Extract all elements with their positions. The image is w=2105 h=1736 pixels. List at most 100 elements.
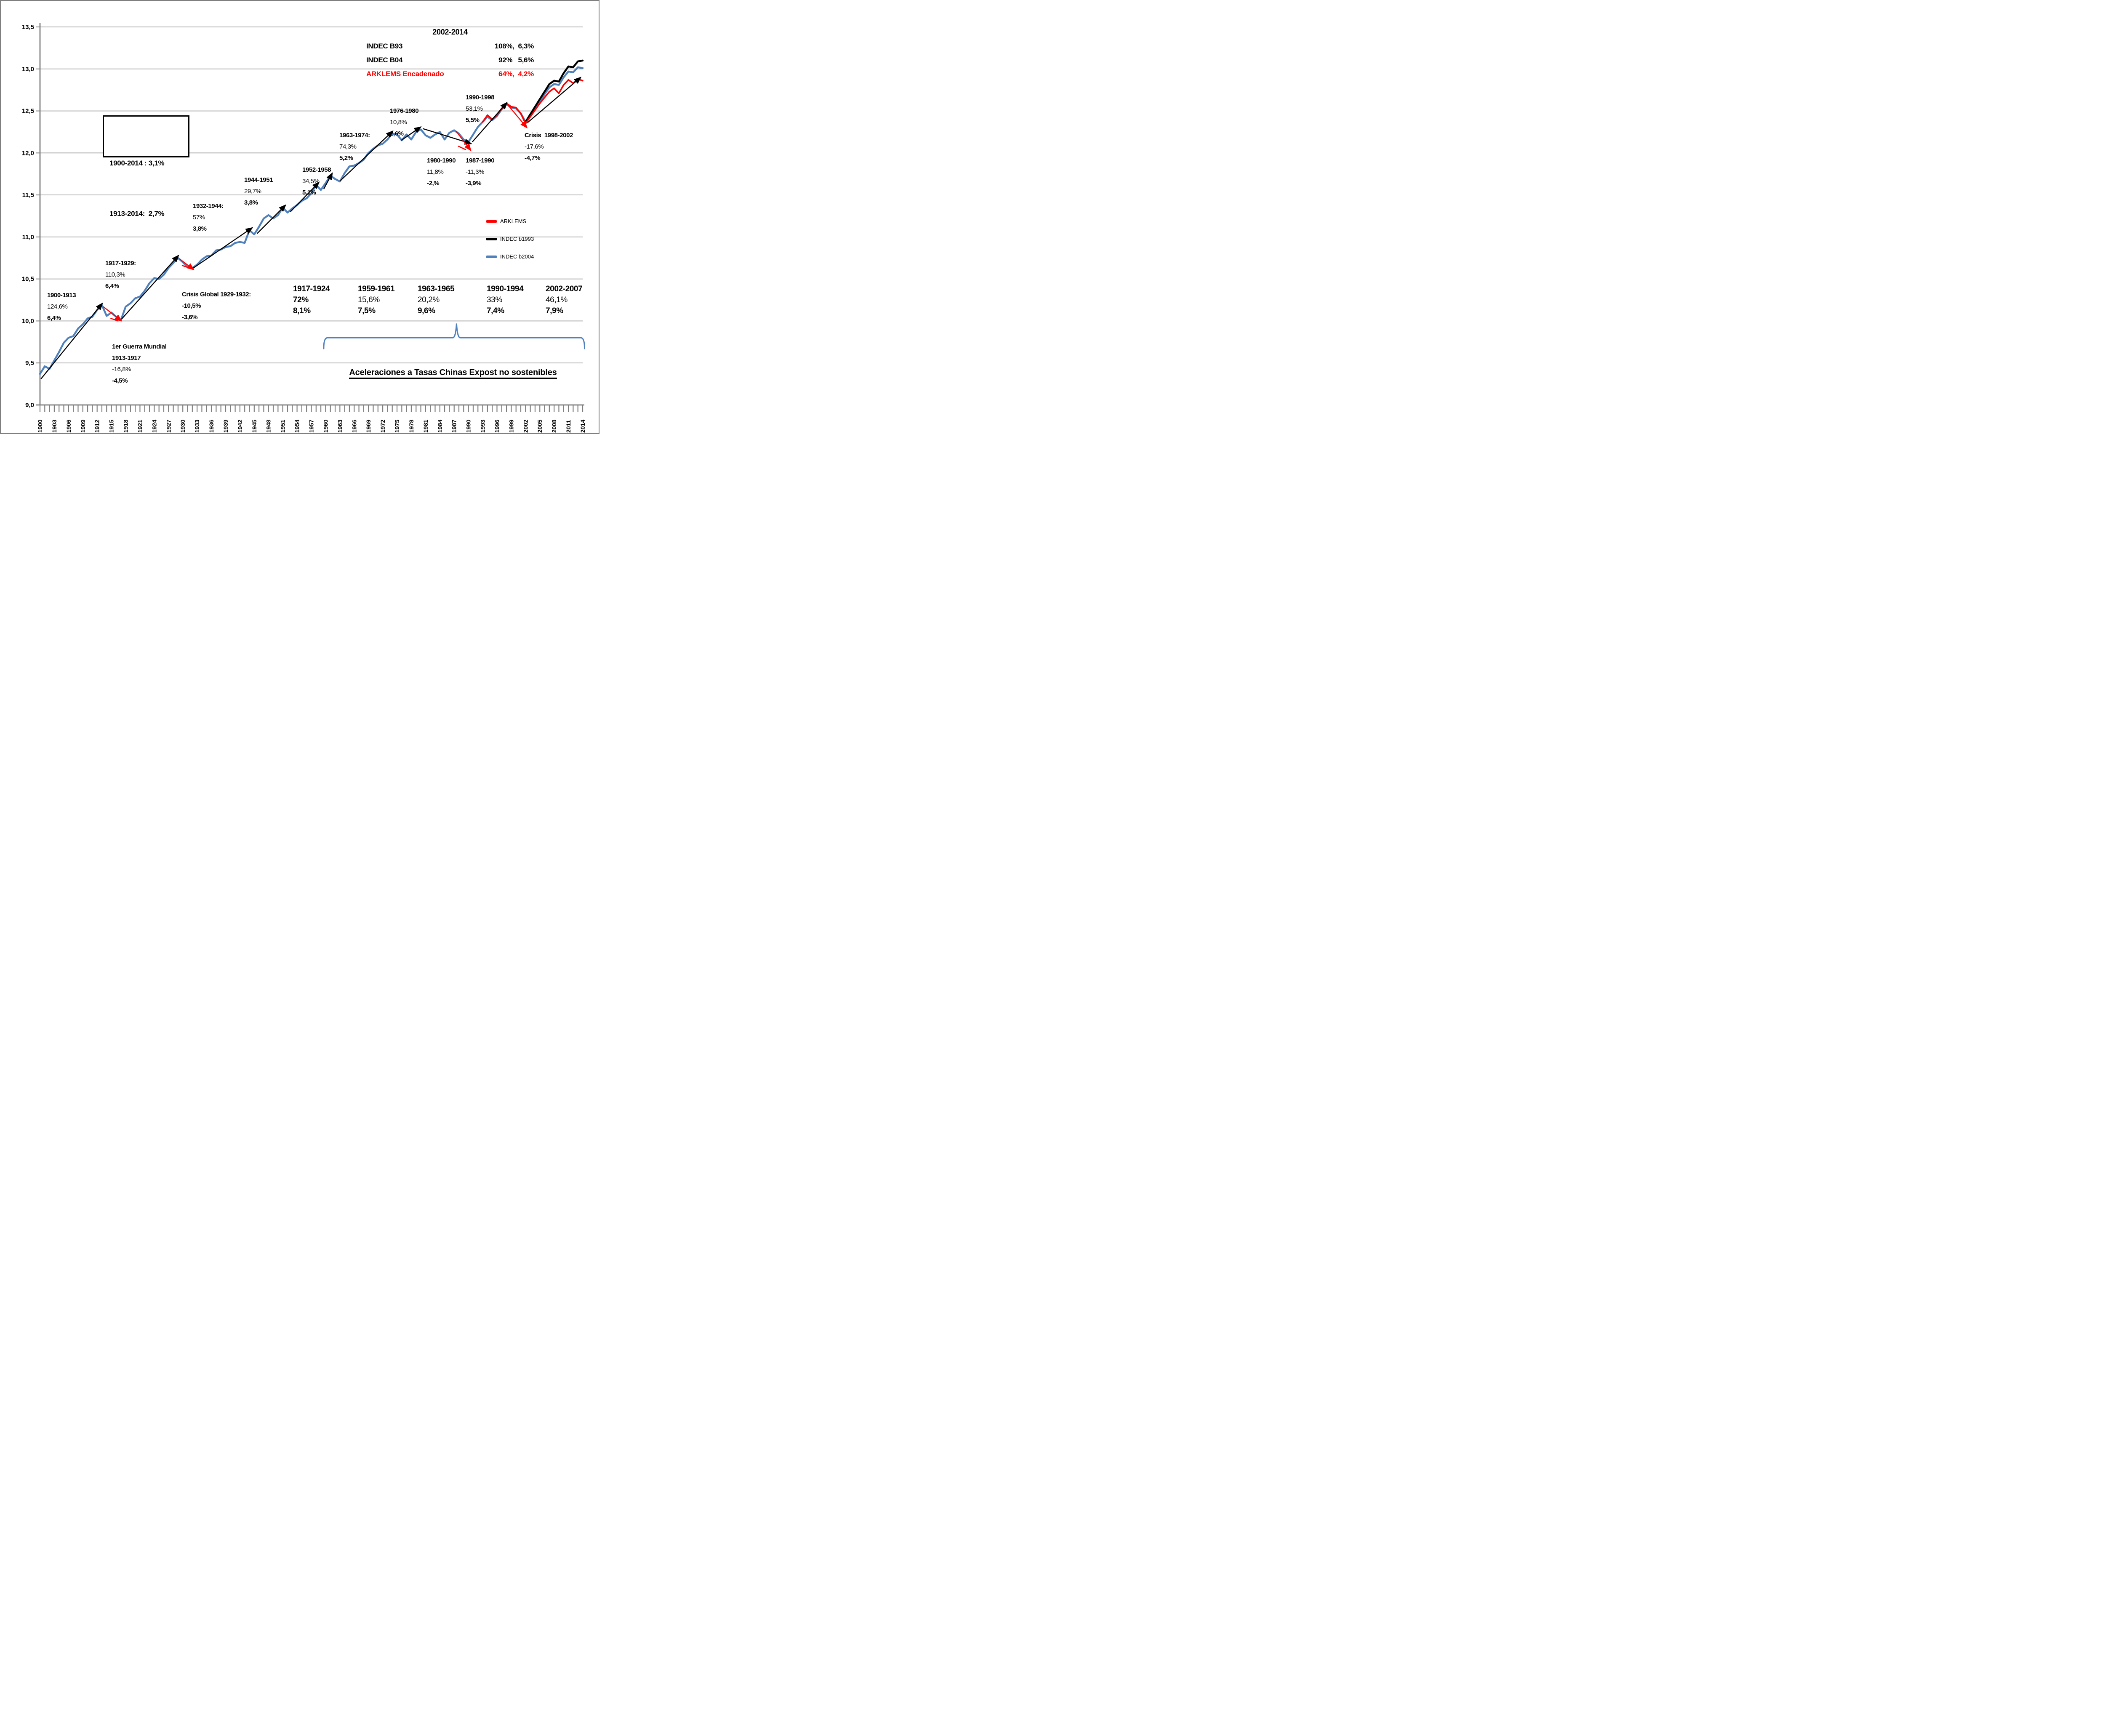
chart-svg: 9,0 9,5 10,0 10,5 11,0 11,5 12,0 12,5 13,0 13,5 19…	[22, 23, 586, 433]
annotation-line: 1913-1917	[112, 354, 141, 362]
x-axis-label: 1963	[336, 420, 343, 433]
y-axis-label: 11,0	[22, 234, 34, 241]
annotation-line: 1932-1944:	[193, 202, 224, 210]
footer-note: Aceleraciones a Tasas Chinas Expost no s…	[319, 368, 587, 379]
annotation-line: 7,4%	[487, 306, 504, 315]
annotation-line: 2002-2007	[546, 285, 583, 293]
trend-arrow	[193, 227, 253, 269]
series-line-INDEC-b2004	[39, 66, 584, 375]
annotation-line: 33%	[487, 296, 502, 304]
x-axis-label: 2002	[522, 420, 529, 433]
x-axis-label: 1924	[151, 420, 157, 433]
annotation-line: 124,6%	[47, 303, 68, 310]
annotation-p1976-1980: 1976-1980 10,8% 2,6%	[390, 105, 419, 139]
annotation-line: -10,5%	[182, 302, 201, 309]
annotation-line: 1990-1994	[487, 285, 524, 293]
annotation-line: -3,9%	[466, 180, 482, 187]
annotation-line: 74,3%	[339, 143, 357, 150]
x-axis-label: 1948	[265, 420, 272, 433]
x-axis-label: 1930	[179, 420, 186, 433]
y-axis-label: 9,5	[25, 359, 34, 367]
annotation-p2002-2007: 2002-2007 46,1% 7,9%	[546, 284, 583, 317]
y-axis-label: 12,5	[22, 108, 34, 115]
indec-b1993-line-swatch	[486, 237, 497, 240]
x-axis-label: 1945	[251, 420, 258, 433]
trend-arrow	[507, 104, 528, 129]
x-axis-label: 1921	[136, 420, 143, 433]
header-row-value: 64%, 4,2%	[498, 70, 534, 78]
annotation-line: -16,8%	[112, 366, 131, 373]
annotation-line: 1944-1951	[244, 176, 273, 184]
x-axis-label: 1900	[37, 420, 43, 433]
annotation-line: 11,8%	[427, 168, 444, 176]
x-axis-label: 1978	[408, 420, 415, 433]
annotation-guerra-mundial: 1er Guerra Mundial 1913-1917 -16,8% -4,5%	[112, 341, 167, 386]
y-axis-label: 12,0	[22, 149, 34, 157]
annotation-line: 5,5%	[466, 117, 480, 124]
indec-b2004-line-swatch	[486, 255, 497, 258]
header-row-arklems: ARKLEMS Encadenado 64%, 4,2%	[366, 70, 534, 78]
annotation-line: 72%	[293, 296, 309, 304]
x-axis-label: 1954	[294, 420, 301, 433]
x-axis-label: 1984	[437, 420, 443, 433]
x-axis-label: 1903	[51, 420, 58, 433]
annotation-line: 1980-1990	[427, 157, 456, 164]
trend-arrow	[340, 130, 394, 181]
header-row-label: INDEC B93	[366, 42, 403, 50]
annotation-line: -4,7%	[525, 154, 541, 162]
x-axis-label: 1906	[65, 420, 72, 433]
annotation-p1990-1994: 1990-1994 33% 7,4%	[487, 284, 524, 317]
annotation-p1963-1965: 1963-1965 20,2% 9,6%	[418, 284, 455, 317]
x-axis-label: 1972	[379, 420, 386, 433]
annotation-line: 5,1%	[302, 189, 316, 196]
trend-arrow	[401, 126, 422, 141]
header-row-label: INDEC B04	[366, 56, 403, 64]
trend-arrow	[256, 204, 287, 234]
annotation-line: -3,6%	[182, 314, 198, 321]
trend-arrow	[40, 302, 103, 379]
x-axis-label: 1990	[465, 420, 472, 433]
x-axis-label: 1987	[451, 420, 458, 433]
acceleration-brace	[323, 323, 586, 349]
trend-arrow	[103, 306, 123, 322]
annotation-line: 3,8%	[244, 199, 258, 206]
x-axis-label: 1981	[422, 420, 429, 433]
arklems-line-swatch	[486, 220, 497, 223]
annotation-p1952-1958: 1952-1958 34,5% 5,1%	[302, 164, 331, 198]
series-line-INDEC-b1993	[525, 59, 584, 123]
annotation-line: 2,6%	[390, 130, 404, 137]
trend-arrow	[323, 172, 333, 189]
annotation-line: 1963-1965	[418, 285, 455, 293]
annotation-line: 110,3%	[105, 271, 125, 278]
annotation-line: 29,7%	[244, 188, 261, 195]
y-axis-label: 11,5	[22, 192, 34, 199]
annotation-line: -17,6%	[525, 143, 544, 150]
annotation-line: 1917-1929:	[105, 260, 136, 267]
x-axis-label: 1957	[308, 420, 315, 433]
annotation-line: 9,6%	[418, 306, 435, 315]
chart-page: 9,0 9,5 10,0 10,5 11,0 11,5 12,0 12,5 13,0 13,5 19…	[0, 0, 600, 434]
annotation-crisis-global: Crisis Global 1929-1932: -10,5% -3,6%	[182, 289, 251, 323]
x-axis-label: 1975	[394, 420, 400, 433]
annotation-line: 6,4%	[47, 314, 61, 322]
annotation-line: 6,4%	[105, 282, 119, 290]
x-axis-label: 1969	[365, 420, 372, 433]
annotation-p1900-1913: 1900-1913 124,6% 6,4%	[47, 290, 76, 324]
x-axis-label: 1936	[208, 420, 215, 433]
x-axis-label: 1912	[94, 420, 101, 433]
legend-item-indec-b1993: INDEC b1993	[486, 236, 534, 242]
trend-arrow	[179, 258, 195, 271]
x-axis-label: 1939	[222, 420, 229, 433]
y-axis-label: 9,0	[25, 402, 34, 409]
x-axis-label: 1966	[351, 420, 357, 433]
series-line-ARKLEMS	[482, 78, 584, 125]
annotation-line: 57%	[193, 214, 205, 221]
annotation-line: 1959-1961	[358, 285, 395, 293]
summary-line-1913-2014: 1913-2014: 2,7%	[109, 210, 165, 218]
annotation-p1917-1929: 1917-1929: 110,3% 6,4%	[105, 258, 136, 292]
annotation-p1944-1951: 1944-1951 29,7% 3,8%	[244, 174, 273, 208]
header-title: 2002-2014	[432, 28, 468, 36]
annotation-line: 1987-1990	[466, 157, 495, 164]
annotation-line: 1990-1998	[466, 94, 495, 101]
x-axis-label: 1927	[165, 420, 172, 433]
